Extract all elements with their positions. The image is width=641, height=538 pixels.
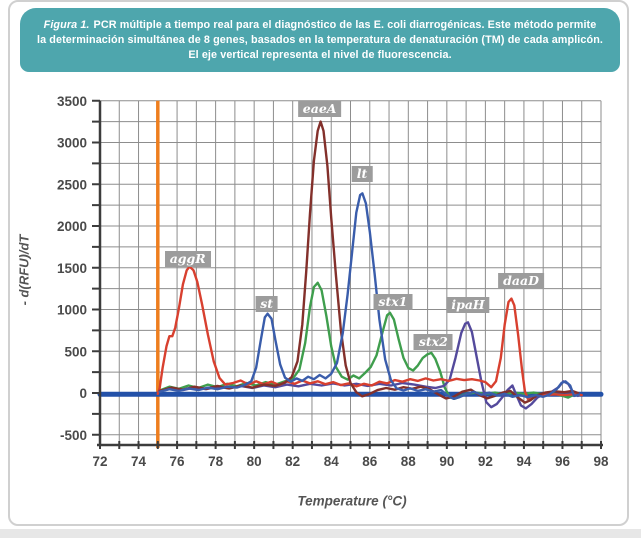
y-tick-1500: 1500 (57, 261, 87, 276)
caption-line-1: Figura 1. PCR múltiple a tiempo real para… (44, 18, 597, 33)
y-tick-500: 500 (64, 344, 87, 359)
tick-labels: 3500 3000 2500 2000 1500 1000 500 0 -500 72 74 76 78… (57, 94, 609, 469)
y-tick-2000: 2000 (57, 219, 87, 234)
x-tick-78: 78 (208, 454, 224, 469)
y-axis-title: - d(RFU)/dT (16, 234, 32, 306)
x-tick-86: 86 (362, 454, 378, 469)
figure-card: Figura 1. PCR múltiple a tiempo real para… (8, 0, 629, 526)
y-tick-1000: 1000 (57, 303, 87, 318)
x-tick-80: 80 (247, 454, 262, 469)
caption-figura-label: Figura 1. (43, 18, 90, 31)
y-tick-0: 0 (79, 386, 87, 401)
page-bottom-strip (0, 529, 641, 538)
x-tick-84: 84 (324, 454, 340, 469)
x-tick-98: 98 (593, 454, 609, 469)
y-tick--500: -500 (60, 428, 87, 443)
x-tick-76: 76 (170, 454, 186, 469)
x-tick-88: 88 (401, 454, 417, 469)
y-tick-2500: 2500 (57, 177, 87, 192)
axes (92, 99, 603, 449)
x-tick-74: 74 (131, 454, 147, 469)
series-aggR / daaD (red) (156, 265, 583, 400)
y-tick-3500: 3500 (57, 94, 87, 109)
y-tick-3000: 3000 (57, 136, 87, 151)
series-st / lt (blue) (158, 192, 580, 400)
x-tick-96: 96 (555, 454, 571, 469)
series-layer (97, 120, 604, 410)
x-tick-90: 90 (439, 454, 454, 469)
x-tick-82: 82 (285, 454, 300, 469)
caption-line-2: la determinación simultánea de 8 genes, … (37, 33, 603, 46)
caption-line-3: El eje vertical representa el nivel de f… (188, 48, 452, 61)
caption-line1-text: PCR múltiple a tiempo real para el diagn… (93, 18, 597, 31)
x-tick-72: 72 (92, 454, 107, 469)
x-axis-title: Temperature (°C) (297, 493, 407, 509)
series-eaeA (maroon) (158, 120, 580, 404)
x-tick-94: 94 (516, 454, 532, 469)
caption-banner: Figura 1. PCR múltiple a tiempo real para… (20, 8, 620, 72)
x-tick-92: 92 (478, 454, 493, 469)
